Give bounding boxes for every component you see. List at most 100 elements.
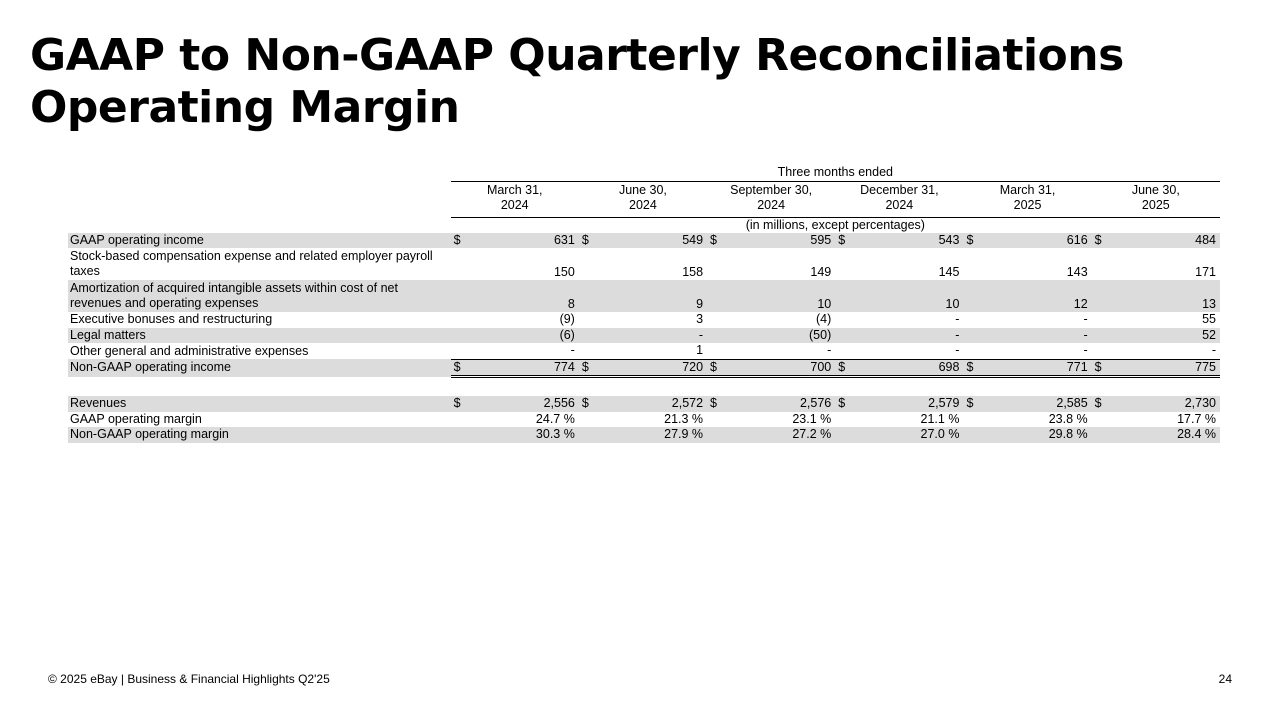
table-period-header-row: March 31, 2024 June 30, 2024 September 30,… xyxy=(68,181,1220,218)
dollar-sign: $ xyxy=(1091,358,1106,378)
cell-value: 2,585 xyxy=(977,396,1092,412)
dollar-sign: $ xyxy=(963,358,978,378)
dollar-sign xyxy=(1091,327,1106,343)
unit-note: (in millions, except percentages) xyxy=(745,217,925,232)
cell-value: 150 xyxy=(553,265,575,279)
cell-value: 631 xyxy=(464,232,579,248)
span-header: Three months ended xyxy=(450,165,1220,182)
table-unit-row: (in millions, except percentages) xyxy=(68,217,1220,233)
cell-value: 27.9 % xyxy=(592,427,708,443)
cell-value: 171 xyxy=(1195,265,1216,279)
cell-value: 21.1 % xyxy=(920,411,960,426)
dollar-sign: $ xyxy=(1091,232,1106,248)
dollar-sign: $ xyxy=(707,396,722,412)
dollar-sign: $ xyxy=(835,358,850,378)
cell-value: 21.3 % xyxy=(664,411,704,426)
cell-value: 9 xyxy=(592,280,708,312)
cell-value: 774 xyxy=(464,358,579,378)
dollar-sign xyxy=(835,343,849,359)
cell-value: 8 xyxy=(464,280,579,312)
cell-value: 10 xyxy=(721,280,836,312)
page-title: GAAP to Non-GAAP Quarterly Reconciliatio… xyxy=(30,30,1230,134)
table-row: GAAP operating income $631 $549 $595 $543 $61… xyxy=(68,232,1220,248)
dollar-sign xyxy=(578,427,593,443)
dollar-sign xyxy=(963,327,978,343)
cell-value: - xyxy=(592,327,708,343)
dollar-sign xyxy=(450,427,465,443)
table-row: Other general and administrative expense… xyxy=(68,343,1220,359)
cell-value: 149 xyxy=(810,265,832,279)
dollar-sign xyxy=(1092,312,1106,328)
dollar-sign xyxy=(578,327,593,343)
title-line-1: GAAP to Non-GAAP Quarterly Reconciliatio… xyxy=(30,30,1124,81)
table-row: Non-GAAP operating margin 30.3 % 27.9 % 27.… xyxy=(68,427,1220,443)
row-label: Non-GAAP operating income xyxy=(68,359,451,377)
dollar-sign xyxy=(1092,343,1106,359)
cell-value: 27.0 % xyxy=(849,427,964,443)
table-spacer-row xyxy=(68,376,1220,396)
dollar-sign xyxy=(451,412,465,428)
dollar-sign: $ xyxy=(963,232,978,248)
cell-value: 595 xyxy=(721,232,836,248)
row-label: Executive bonuses and restructuring xyxy=(70,312,273,327)
cell-value: 616 xyxy=(977,232,1092,248)
row-label: Legal matters xyxy=(68,327,451,343)
table-row: Amortization of acquired intangible asse… xyxy=(68,280,1220,312)
dollar-sign: $ xyxy=(578,358,593,378)
period-header: June 30, 2024 xyxy=(578,181,708,218)
cell-value: 2,572 xyxy=(592,396,708,412)
dollar-sign xyxy=(707,343,721,359)
dollar-sign: $ xyxy=(707,232,722,248)
dollar-sign xyxy=(707,312,721,328)
dollar-sign xyxy=(963,427,978,443)
dollar-sign xyxy=(1091,427,1106,443)
row-label: Revenues xyxy=(68,396,451,412)
cell-value: 2,576 xyxy=(721,396,836,412)
dollar-sign xyxy=(707,427,722,443)
row-label: Non-GAAP operating margin xyxy=(68,427,451,443)
cell-value: 28.4 % xyxy=(1105,427,1220,443)
table-row: Legal matters (6) - (50) - -52 xyxy=(68,327,1220,343)
period-header: December 31, 2024 xyxy=(835,181,964,218)
dollar-sign xyxy=(450,280,465,312)
dollar-sign: $ xyxy=(707,358,722,378)
dollar-sign: $ xyxy=(963,396,978,412)
cell-value: - xyxy=(1083,343,1088,358)
dollar-sign xyxy=(451,343,465,359)
page-number: 24 xyxy=(1218,672,1232,686)
cell-value: 2,579 xyxy=(849,396,964,412)
dollar-sign: $ xyxy=(578,396,593,412)
cell-value: (6) xyxy=(464,327,579,343)
dollar-sign xyxy=(963,312,977,328)
table-row: Non-GAAP operating income $774 $720 $700 $69… xyxy=(68,358,1220,378)
dollar-sign xyxy=(835,248,849,280)
cell-value: 27.2 % xyxy=(721,427,836,443)
row-label: GAAP operating margin xyxy=(70,411,202,426)
cell-value: 543 xyxy=(849,232,964,248)
dollar-sign: $ xyxy=(450,396,465,412)
dollar-sign xyxy=(963,280,978,312)
dollar-sign xyxy=(963,412,977,428)
dollar-sign xyxy=(1091,280,1106,312)
cell-value: 12 xyxy=(977,280,1092,312)
dollar-sign xyxy=(707,248,721,280)
period-header: March 31, 2025 xyxy=(963,181,1092,218)
dollar-sign xyxy=(579,312,593,328)
dollar-sign xyxy=(451,248,465,280)
cell-value: (9) xyxy=(559,312,575,327)
cell-value: 29.8 % xyxy=(977,427,1092,443)
table-row: GAAP operating margin 24.7 % 21.3 % 23.1 % 2… xyxy=(68,412,1220,428)
cell-value: 158 xyxy=(682,265,704,279)
cell-value: (4) xyxy=(815,312,832,327)
cell-value: 23.8 % xyxy=(1048,411,1088,426)
cell-value: 10 xyxy=(849,280,964,312)
dollar-sign xyxy=(579,343,593,359)
dollar-sign: $ xyxy=(835,396,850,412)
cell-value: 17.7 % xyxy=(1177,411,1216,426)
dollar-sign xyxy=(963,248,977,280)
cell-value: 2,730 xyxy=(1105,396,1220,412)
table-row: Executive bonuses and restructuring (9) 3 (… xyxy=(68,312,1220,328)
cell-value: - xyxy=(1083,312,1088,327)
cell-value: 145 xyxy=(938,265,960,279)
cell-value: 143 xyxy=(1066,265,1088,279)
